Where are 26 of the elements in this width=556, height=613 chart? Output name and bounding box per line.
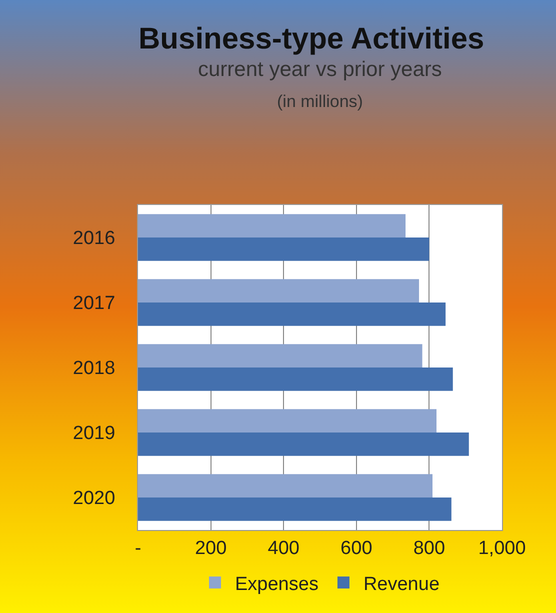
y-tick-label: 2018 (72, 358, 116, 380)
bar (138, 432, 469, 456)
x-tick-label: 400 (268, 538, 300, 559)
text: (in millions) (277, 92, 363, 111)
chart-subtitle: current year vs prior years (198, 58, 442, 81)
y-tick-label: 2017 (72, 293, 116, 314)
legend-label: Revenue (363, 574, 440, 595)
bar (138, 238, 430, 261)
x-tick-label: 600 (340, 538, 372, 559)
bar (138, 279, 420, 302)
x-tick-label: 200 (194, 538, 227, 559)
bar (138, 344, 422, 368)
bar (138, 214, 406, 238)
y-tick-label: 2020 (72, 488, 116, 510)
x-tick-label: - (134, 538, 142, 559)
bar (138, 474, 432, 498)
chart-title: Business-type Activities (138, 22, 484, 56)
x-tick-label: 1,000 (478, 538, 526, 559)
bar (138, 368, 453, 391)
x-tick-label: 800 (413, 538, 446, 559)
legend-label: Expenses (235, 574, 318, 595)
bar (138, 498, 452, 521)
y-tick-label: 2019 (72, 423, 116, 444)
bar (138, 409, 436, 432)
bar (138, 302, 446, 326)
y-tick-label: 2016 (72, 228, 116, 250)
